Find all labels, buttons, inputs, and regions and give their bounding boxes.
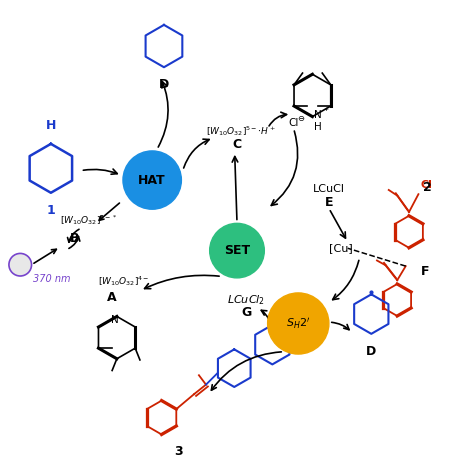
Circle shape (123, 151, 182, 209)
Text: $[W_{10}O_{32}]^{4-*}$: $[W_{10}O_{32}]^{4-*}$ (60, 213, 118, 227)
Text: $\ominus$: $\ominus$ (297, 114, 306, 123)
Text: H: H (314, 123, 322, 132)
Text: SET: SET (224, 244, 250, 257)
Text: $LCuCl_2$: $LCuCl_2$ (228, 293, 265, 307)
Text: 3: 3 (174, 445, 182, 458)
Text: N: N (110, 315, 118, 325)
Circle shape (9, 254, 32, 276)
Text: $[W_{10}O_{32}]^{4-}$: $[W_{10}O_{32}]^{4-}$ (98, 274, 150, 288)
Text: B: B (70, 232, 79, 245)
Text: $^+$: $^+$ (322, 106, 329, 115)
Text: D: D (366, 345, 376, 358)
Text: 2: 2 (423, 181, 432, 193)
Text: $[W_{10}O_{32}]^{5-}{\cdot}H^+$: $[W_{10}O_{32}]^{5-}{\cdot}H^+$ (206, 124, 276, 138)
Circle shape (268, 293, 329, 354)
Text: F: F (421, 265, 430, 278)
Text: E: E (325, 196, 333, 209)
Text: [Cu]: [Cu] (329, 243, 353, 253)
Text: G: G (241, 306, 252, 319)
Text: 1: 1 (46, 203, 55, 217)
Text: C: C (232, 138, 242, 151)
Text: 370 nm: 370 nm (34, 274, 71, 284)
Text: H: H (46, 119, 56, 131)
Circle shape (210, 223, 264, 278)
Text: HAT: HAT (138, 174, 166, 186)
Text: Cl: Cl (288, 118, 299, 128)
Text: LCuCl: LCuCl (313, 184, 345, 194)
Text: N: N (314, 110, 322, 120)
Text: Cl: Cl (421, 180, 433, 191)
Text: A: A (107, 291, 117, 304)
Text: D: D (159, 78, 169, 91)
Text: $S_H2'$: $S_H2'$ (286, 316, 310, 331)
